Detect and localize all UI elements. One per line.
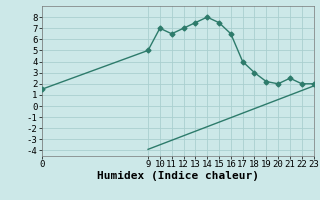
X-axis label: Humidex (Indice chaleur): Humidex (Indice chaleur) xyxy=(97,171,259,181)
